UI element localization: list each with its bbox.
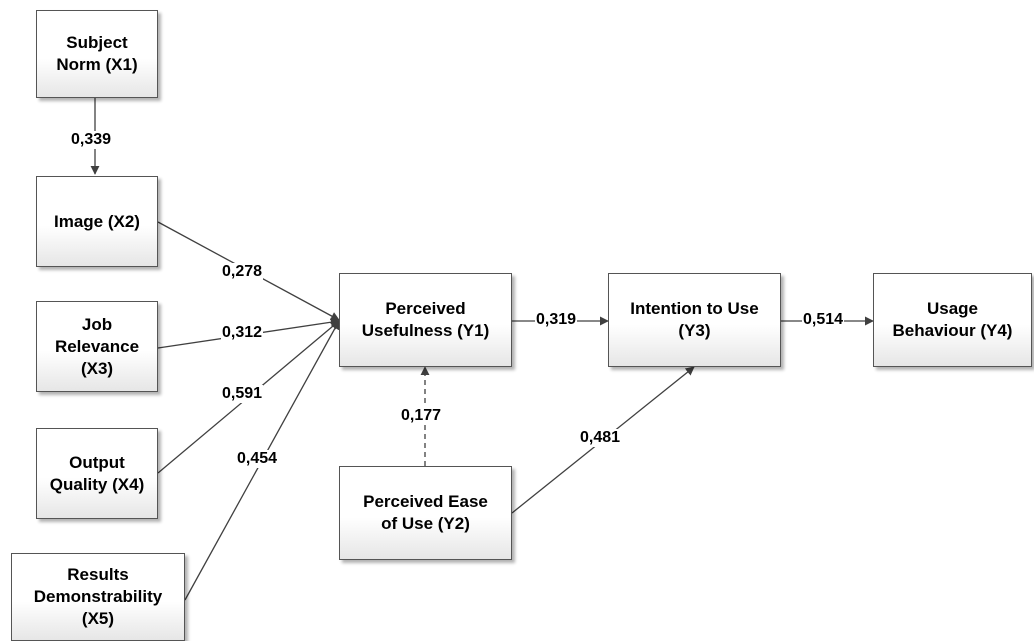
- node-y1-perceived-usefulness: Perceived Usefulness (Y1): [339, 273, 512, 367]
- node-y4-usage-behaviour: Usage Behaviour (Y4): [873, 273, 1032, 367]
- node-y3-intention-to-use: Intention to Use (Y3): [608, 273, 781, 367]
- label-y1-y3: 0,319: [535, 311, 578, 329]
- node-x5-results-demonstrability: Results Demonstrability (X5): [11, 553, 185, 641]
- node-x4-output-quality: Output Quality (X4): [36, 428, 158, 519]
- label-y2-y1: 0,177: [400, 407, 443, 425]
- node-x1-subject-norm: Subject Norm (X1): [36, 10, 158, 98]
- node-x2-image: Image (X2): [36, 176, 158, 267]
- label-x2-y1: 0,278: [221, 263, 264, 281]
- node-y2-perceived-ease-of-use: Perceived Ease of Use (Y2): [339, 466, 512, 560]
- label-x4-y1: 0,591: [221, 385, 264, 403]
- label-x3-y1: 0,312: [221, 324, 264, 342]
- label-x1-x2: 0,339: [70, 131, 113, 149]
- label-y2-y3: 0,481: [579, 429, 622, 447]
- node-x3-job-relevance: Job Relevance (X3): [36, 301, 158, 392]
- label-y3-y4: 0,514: [802, 311, 845, 329]
- label-x5-y1: 0,454: [236, 450, 279, 468]
